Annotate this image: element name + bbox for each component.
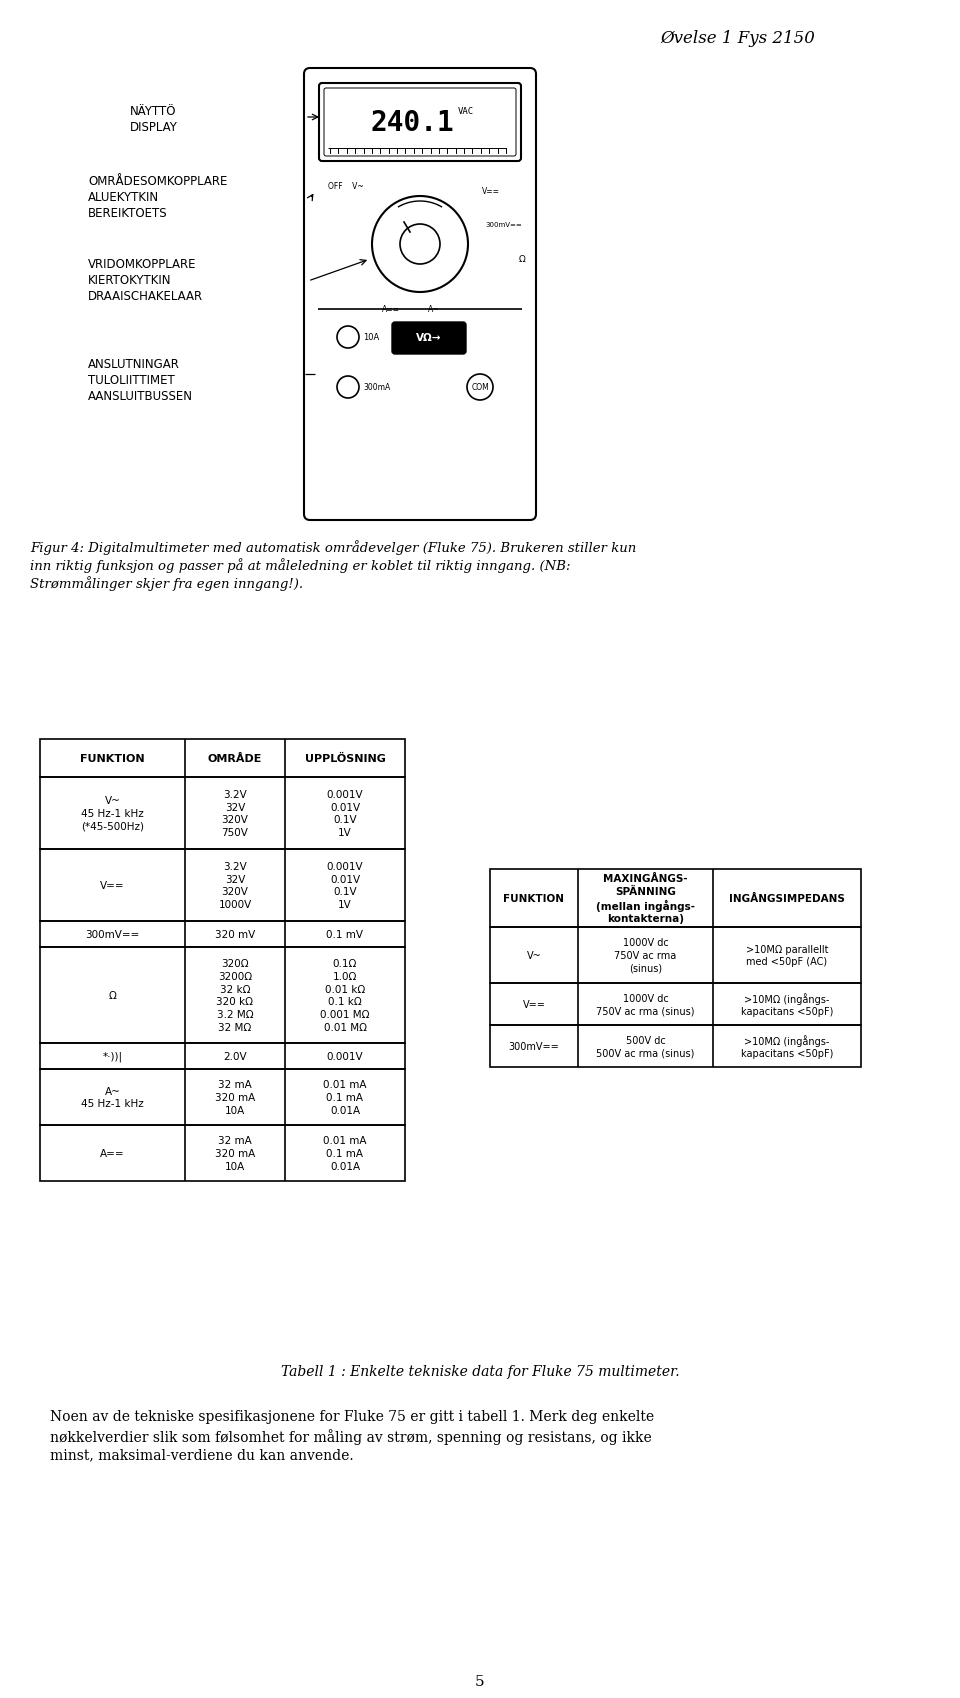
FancyBboxPatch shape — [324, 88, 516, 156]
Text: 0.001V
0.01V
0.1V
1V: 0.001V 0.01V 0.1V 1V — [326, 790, 363, 837]
Text: Ω: Ω — [518, 255, 525, 263]
Text: V==: V== — [522, 1000, 545, 1009]
Text: 0.001V
0.01V
0.1V
1V: 0.001V 0.01V 0.1V 1V — [326, 861, 363, 910]
Bar — [40, 849, 405, 922]
Text: 32 mA
320 mA
10A: 32 mA 320 mA 10A — [215, 1136, 255, 1172]
Bar — [490, 983, 861, 1026]
Text: V==: V== — [100, 881, 125, 890]
Text: 1000V dc
750V ac rma
(sinus): 1000V dc 750V ac rma (sinus) — [614, 937, 677, 973]
Text: 320Ω
3200Ω
32 kΩ
320 kΩ
3.2 MΩ
32 MΩ: 320Ω 3200Ω 32 kΩ 320 kΩ 3.2 MΩ 32 MΩ — [217, 958, 253, 1032]
Bar — [490, 927, 861, 983]
Text: *·))|: *·))| — [103, 1051, 123, 1061]
FancyBboxPatch shape — [319, 83, 521, 161]
Text: AANSLUITBUSSEN: AANSLUITBUSSEN — [88, 391, 193, 402]
Text: MAXINGÅNGS-
SPÄNNING
(mellan ingångs-
kontakterna): MAXINGÅNGS- SPÄNNING (mellan ingångs- ko… — [596, 873, 695, 924]
Text: 0.1 mV: 0.1 mV — [326, 929, 364, 939]
Text: nøkkelverdier slik som følsomhet for måling av strøm, spenning og resistans, og : nøkkelverdier slik som følsomhet for mål… — [50, 1428, 652, 1443]
Bar — [490, 869, 861, 927]
Text: Noen av de tekniske spesifikasjonene for Fluke 75 er gitt i tabell 1. Merk deg e: Noen av de tekniske spesifikasjonene for… — [50, 1409, 654, 1423]
Bar — [40, 947, 405, 1043]
Text: 240.1: 240.1 — [371, 109, 454, 138]
Text: V~
45 Hz-1 kHz
(*45-500Hz): V~ 45 Hz-1 kHz (*45-500Hz) — [81, 796, 144, 832]
Text: INGÅNGSIMPEDANS: INGÅNGSIMPEDANS — [729, 893, 845, 903]
Bar — [40, 1043, 405, 1070]
Text: NÄYTTÖ: NÄYTTÖ — [130, 105, 177, 117]
Bar — [40, 1070, 405, 1126]
Text: 0.1Ω
1.0Ω
0.01 kΩ
0.1 kΩ
0.001 MΩ
0.01 MΩ: 0.1Ω 1.0Ω 0.01 kΩ 0.1 kΩ 0.001 MΩ 0.01 M… — [321, 958, 370, 1032]
Text: >10MΩ parallellt
med <50pF (AC): >10MΩ parallellt med <50pF (AC) — [746, 944, 828, 966]
Text: 0.01 mA
0.1 mA
0.01A: 0.01 mA 0.1 mA 0.01A — [324, 1136, 367, 1172]
Bar — [40, 778, 405, 849]
FancyBboxPatch shape — [392, 323, 466, 355]
Text: COM: COM — [471, 384, 489, 392]
Text: TULOLIITTIMET: TULOLIITTIMET — [88, 374, 175, 387]
Text: VRIDOMKOPPLARE: VRIDOMKOPPLARE — [88, 258, 197, 272]
Text: Ω: Ω — [108, 990, 116, 1000]
Text: 300mV==: 300mV== — [85, 929, 140, 939]
Text: 0.001V: 0.001V — [326, 1051, 363, 1061]
Text: 300mV==: 300mV== — [485, 222, 522, 228]
Text: Tabell 1 : Enkelte tekniske data for Fluke 75 multimeter.: Tabell 1 : Enkelte tekniske data for Flu… — [280, 1363, 680, 1379]
Text: ALUEKYTKIN: ALUEKYTKIN — [88, 190, 159, 204]
Text: 320 mV: 320 mV — [215, 929, 255, 939]
Text: 32 mA
320 mA
10A: 32 mA 320 mA 10A — [215, 1080, 255, 1116]
Text: FUNKTION: FUNKTION — [503, 893, 564, 903]
Text: A~: A~ — [428, 306, 440, 314]
Text: Øvelse 1 Fys 2150: Øvelse 1 Fys 2150 — [660, 31, 815, 48]
Bar — [40, 740, 405, 778]
Text: 500V dc
500V ac rma (sinus): 500V dc 500V ac rma (sinus) — [596, 1036, 695, 1058]
Text: BEREIKTOETS: BEREIKTOETS — [88, 207, 168, 219]
Text: >10MΩ (ingångs-
kapacitans <50pF): >10MΩ (ingångs- kapacitans <50pF) — [741, 992, 833, 1017]
Text: 5: 5 — [475, 1674, 485, 1688]
Text: Figur 4: Digitalmultimeter med automatisk områdevelger (Fluke 75). Brukeren stil: Figur 4: Digitalmultimeter med automatis… — [30, 540, 636, 555]
Text: 3.2V
32V
320V
1000V: 3.2V 32V 320V 1000V — [218, 861, 252, 910]
Text: DRAAISCHAKELAAR: DRAAISCHAKELAAR — [88, 290, 204, 302]
Text: minst, maksimal-verdiene du kan anvende.: minst, maksimal-verdiene du kan anvende. — [50, 1447, 353, 1462]
Text: OFF    V~: OFF V~ — [328, 182, 364, 190]
Text: VΩ→: VΩ→ — [417, 333, 442, 343]
Text: V==: V== — [482, 187, 500, 195]
Text: >10MΩ (ingångs-
kapacitans <50pF): >10MΩ (ingångs- kapacitans <50pF) — [741, 1034, 833, 1060]
Text: UPPLÖSNING: UPPLÖSNING — [304, 754, 385, 764]
Text: A~
45 Hz-1 kHz: A~ 45 Hz-1 kHz — [82, 1087, 144, 1109]
Text: 2.0V: 2.0V — [223, 1051, 247, 1061]
Bar — [40, 922, 405, 947]
Text: 3.2V
32V
320V
750V: 3.2V 32V 320V 750V — [222, 790, 249, 837]
FancyBboxPatch shape — [304, 70, 536, 521]
Text: KIERTOKYTKIN: KIERTOKYTKIN — [88, 273, 172, 287]
Text: 300mV==: 300mV== — [509, 1041, 560, 1051]
Text: A==: A== — [100, 1148, 125, 1158]
Text: ANSLUTNINGAR: ANSLUTNINGAR — [88, 358, 180, 370]
Text: 10A: 10A — [363, 333, 379, 343]
Bar — [40, 1126, 405, 1182]
Text: 0.01 mA
0.1 mA
0.01A: 0.01 mA 0.1 mA 0.01A — [324, 1080, 367, 1116]
Text: V~: V~ — [527, 951, 541, 961]
Text: OMRÅDESOMKOPPLARE: OMRÅDESOMKOPPLARE — [88, 175, 228, 188]
Text: OMRÅDE: OMRÅDE — [207, 754, 262, 764]
Text: VAC: VAC — [458, 107, 474, 115]
Text: 1000V dc
750V ac rma (sinus): 1000V dc 750V ac rma (sinus) — [596, 993, 695, 1015]
Text: Strømmålinger skjer fra egen inngang!).: Strømmålinger skjer fra egen inngang!). — [30, 576, 303, 591]
Text: FUNKTION: FUNKTION — [81, 754, 145, 764]
Bar — [490, 1026, 861, 1068]
Text: A==: A== — [382, 306, 400, 314]
Text: 300mA: 300mA — [363, 384, 391, 392]
Text: DISPLAY: DISPLAY — [130, 121, 178, 134]
Text: inn riktig funksjon og passer på at måleledning er koblet til riktig inngang. (N: inn riktig funksjon og passer på at måle… — [30, 557, 570, 572]
